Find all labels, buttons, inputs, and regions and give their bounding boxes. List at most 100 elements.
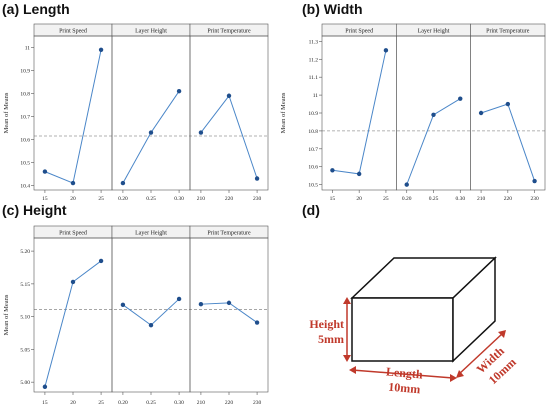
height-series-line [122, 298, 180, 326]
length-arrow [349, 366, 457, 382]
height-point [120, 302, 126, 308]
height-point [98, 258, 104, 264]
length-point [148, 130, 154, 135]
length-series-line [200, 94, 258, 179]
width-ytick-label: 10.5 [308, 183, 318, 189]
length-point [198, 130, 204, 135]
height-xtick-label: 20 [70, 400, 76, 406]
height-ytick-label: 5.05 [20, 347, 30, 353]
width-point [458, 96, 463, 101]
height-value: 5mm [318, 332, 344, 346]
length-ytick-label: 10.9 [20, 68, 30, 74]
length-point [254, 176, 260, 181]
height-ylabel: Mean of Means [3, 294, 10, 335]
width-ytick-label: 11 [313, 93, 319, 99]
length-xtick-label: 0.20 [118, 196, 128, 202]
length-series-line [122, 90, 180, 184]
length-ytick-label: 10.5 [20, 160, 30, 166]
length-point [42, 169, 48, 174]
height-xtick-label: 210 [197, 400, 206, 406]
width-point [404, 182, 409, 187]
height-point [254, 320, 260, 325]
length-series-line [44, 49, 102, 184]
length-point [176, 88, 182, 94]
width-point [532, 178, 537, 184]
length-facet-frame [33, 35, 113, 191]
width-xtick-label: 210 [477, 196, 486, 202]
length-facet-label: Layer Height [135, 29, 167, 35]
height-point [148, 322, 154, 328]
length-value: 10mm [388, 380, 421, 397]
height-xtick-label: 0.30 [174, 400, 184, 406]
height-ytick-label: 5.00 [20, 380, 30, 386]
length-xtick-label: 220 [225, 196, 234, 202]
height-ytick-label: 5.10 [20, 315, 30, 321]
length-facet-frame [111, 35, 191, 191]
length-label: Length [385, 364, 423, 381]
width-arrow [456, 330, 506, 378]
height-xtick-label: 15 [42, 400, 48, 406]
panel-title-b: (b) Width [302, 1, 363, 17]
length-xtick-label: 230 [253, 196, 262, 202]
width-point [330, 168, 335, 173]
width-series-line [480, 103, 536, 182]
width-xtick-label: 0.30 [455, 196, 465, 202]
width-facet-label: Print Temperature [486, 29, 530, 35]
chart-width: Mean of Means 10.5 10.6 10.7 10.8 10.9 11 11.1 1… [280, 23, 546, 202]
width-facet-frame [321, 35, 397, 191]
height-ytick-label: 5.15 [20, 282, 30, 288]
width-ytick-label: 11.1 [309, 75, 319, 81]
length-point [70, 180, 76, 186]
width-ytick-label: 11.2 [309, 57, 319, 63]
length-facet-label: Print Speed [59, 29, 87, 35]
height-point [70, 279, 76, 285]
height-facet-label: Print Temperature [207, 231, 251, 237]
height-series-line [200, 302, 258, 323]
length-ytick-label: 10.8 [20, 91, 30, 97]
length-facet-frame [189, 35, 269, 191]
width-facet-label: Print Speed [345, 29, 373, 35]
height-point [176, 296, 182, 302]
height-point [42, 384, 48, 389]
height-point [198, 301, 204, 307]
height-label: Height [309, 317, 344, 331]
length-ytick-label: 10.6 [20, 137, 30, 143]
box-front-face [351, 297, 454, 362]
width-point [383, 48, 389, 53]
panel-title-c: (c) Height [2, 202, 67, 218]
panel-title-a: (a) Length [2, 1, 70, 17]
width-point [356, 171, 362, 177]
height-xtick-label: 230 [253, 400, 262, 406]
width-ytick-label: 10.9 [308, 111, 318, 117]
width-xtick-label: 0.20 [402, 196, 412, 202]
width-ytick-label: 10.8 [308, 129, 318, 135]
height-xtick-label: 220 [225, 400, 234, 406]
box-diagram: Height 5mm Length 10mm Width 10mm [309, 256, 519, 397]
panel-title-d: (d) [302, 202, 320, 218]
length-xtick-label: 210 [197, 196, 206, 202]
box-right-face [452, 256, 496, 363]
width-point [478, 110, 484, 116]
width-ylabel: Mean of Means [280, 92, 287, 133]
width-series-line [406, 98, 461, 185]
length-point [98, 47, 104, 52]
height-xtick-label: 0.20 [118, 400, 128, 406]
width-series-line [332, 50, 387, 175]
length-ytick-label: 11 [25, 45, 31, 51]
chart-height: Mean of Means 5.00 5.05 5.10 5.15 5.20 Print S… [3, 225, 269, 406]
chart-length: Mean of Means 10.4 10.5 10.6 10.7 10.8 10.9 11 P… [3, 23, 269, 202]
height-ytick-label: 5.20 [20, 249, 30, 255]
length-point [120, 180, 126, 186]
width-ytick-label: 10.6 [308, 165, 318, 171]
width-xtick-label: 20 [356, 196, 362, 202]
width-facet-label: Layer Height [418, 29, 450, 35]
width-xtick-label: 0.25 [429, 196, 439, 202]
width-xtick-label: 220 [504, 196, 513, 202]
height-xtick-label: 0.25 [146, 400, 156, 406]
width-ytick-label: 10.7 [308, 147, 318, 153]
length-xtick-label: 20 [70, 196, 76, 202]
width-xtick-label: 15 [330, 196, 336, 202]
width-point [431, 112, 436, 117]
length-ylabel: Mean of Means [3, 92, 10, 133]
